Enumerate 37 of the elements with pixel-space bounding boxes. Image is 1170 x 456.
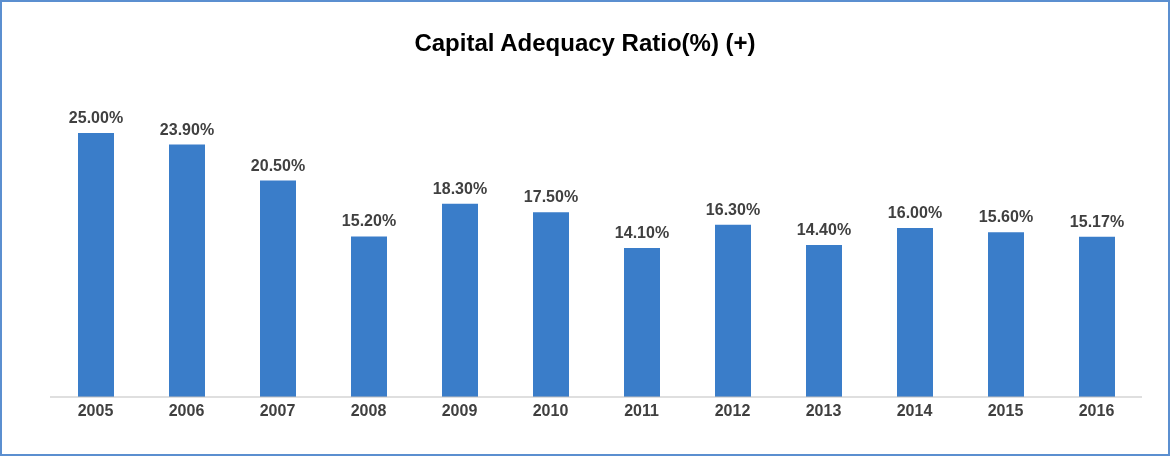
chart-title: Capital Adequacy Ratio(%) (+) bbox=[413, 29, 757, 57]
bar bbox=[533, 212, 569, 397]
bar bbox=[169, 144, 205, 397]
data-label: 25.00% bbox=[68, 109, 124, 126]
data-label: 16.30% bbox=[705, 200, 761, 218]
data-label: 15.17% bbox=[1069, 212, 1125, 230]
bar bbox=[624, 248, 660, 397]
x-tick-label: 2008 bbox=[350, 402, 387, 420]
data-label: 23.90% bbox=[159, 120, 215, 138]
bar bbox=[715, 224, 751, 397]
bar bbox=[442, 203, 478, 397]
data-label: 14.10% bbox=[614, 224, 670, 242]
bar bbox=[806, 244, 842, 397]
bar bbox=[351, 236, 387, 397]
x-tick-label: 2011 bbox=[624, 402, 659, 420]
bar bbox=[1079, 236, 1115, 397]
x-tick-label: 2016 bbox=[1078, 402, 1115, 420]
x-tick-label: 2005 bbox=[77, 402, 114, 420]
data-label: 17.50% bbox=[523, 188, 579, 206]
x-tick-label: 2012 bbox=[714, 402, 751, 420]
x-tick-label: 2014 bbox=[896, 402, 933, 420]
data-label: 15.60% bbox=[978, 208, 1034, 226]
data-label: 16.00% bbox=[887, 204, 943, 222]
bar bbox=[78, 133, 114, 397]
x-tick-label: 2015 bbox=[987, 402, 1024, 420]
data-label: 14.40% bbox=[796, 220, 852, 238]
x-tick-label: 2009 bbox=[441, 402, 478, 420]
data-label: 20.50% bbox=[250, 156, 306, 174]
x-tick-label: 2007 bbox=[259, 402, 296, 420]
bar bbox=[988, 232, 1024, 397]
x-tick-label: 2013 bbox=[805, 402, 842, 420]
bar bbox=[260, 180, 296, 397]
x-tick-label: 2010 bbox=[532, 402, 569, 420]
data-label: 18.30% bbox=[432, 179, 488, 197]
bar bbox=[897, 228, 933, 397]
x-tick-label: 2006 bbox=[168, 402, 205, 420]
data-label: 15.20% bbox=[341, 212, 397, 230]
